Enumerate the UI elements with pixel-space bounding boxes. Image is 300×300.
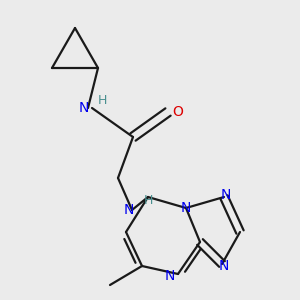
Text: O: O (172, 105, 183, 119)
Text: H: H (143, 194, 153, 206)
Text: N: N (79, 101, 89, 115)
Text: H: H (97, 94, 107, 106)
Text: N: N (181, 201, 191, 215)
Text: N: N (124, 203, 134, 217)
Text: N: N (219, 259, 229, 273)
Text: N: N (221, 188, 231, 202)
Text: N: N (165, 269, 175, 283)
